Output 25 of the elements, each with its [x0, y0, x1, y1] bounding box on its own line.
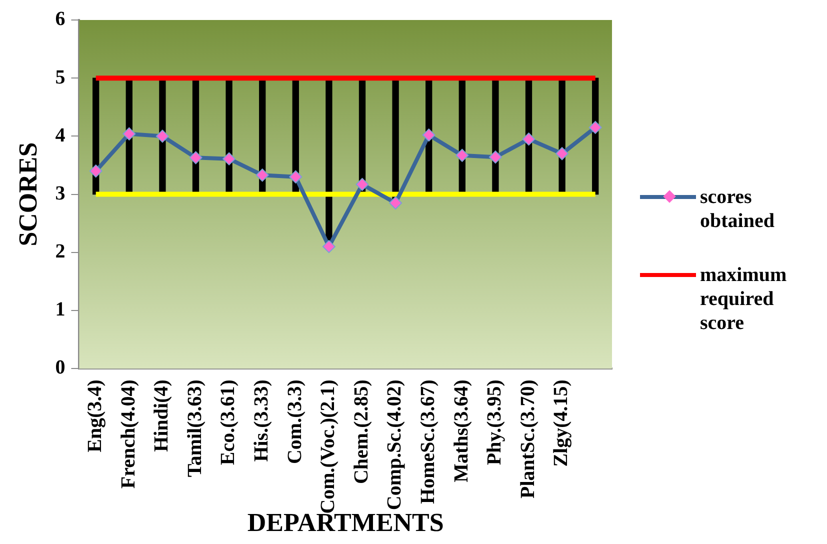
- x-tick-label: Eco.(3.61): [217, 380, 240, 466]
- y-tick-label: 3: [55, 182, 66, 204]
- legend-label: maximum required score: [700, 263, 788, 335]
- x-tick-label: French(4.04): [117, 380, 140, 489]
- x-tick-label: Chem.(2.85): [350, 380, 372, 484]
- x-tick-label: Tamil(3.63): [184, 380, 206, 478]
- y-tick-label: 6: [55, 8, 66, 30]
- x-tick-label: Zlgy(4.15): [550, 380, 572, 467]
- legend-label: scores obtained: [700, 185, 776, 233]
- y-axis-title: SCORES: [13, 142, 42, 246]
- x-tick-label: Comp.Sc.(4.02): [384, 380, 406, 510]
- x-tick-label: His.(3.33): [250, 380, 273, 462]
- x-tick-label: Com.(3.3): [284, 380, 306, 464]
- x-tick-label: Maths(3.64): [450, 380, 472, 482]
- x-tick-label: PlantSc.(3.70): [516, 380, 539, 498]
- x-tick-label: Phy.(3.95): [484, 380, 506, 466]
- y-tick-label: 4: [55, 124, 66, 146]
- y-tick-label: 5: [55, 66, 66, 88]
- x-tick-label: Hindi(4): [150, 380, 173, 452]
- y-tick-label: 0: [55, 356, 66, 379]
- x-tick-label: HomeSc.(3.67): [417, 380, 440, 504]
- y-tick-label: 1: [55, 298, 66, 321]
- y-tick-label: 2: [55, 240, 66, 263]
- x-tick-label: Eng(3.4): [84, 380, 106, 452]
- x-tick-label: Com.(Voc.)(2.1): [317, 380, 340, 514]
